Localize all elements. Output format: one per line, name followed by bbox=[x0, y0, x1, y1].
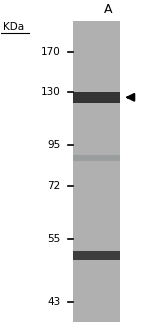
Bar bbox=[73, 20, 120, 322]
Text: 55: 55 bbox=[48, 234, 61, 244]
Text: 43: 43 bbox=[48, 297, 61, 307]
Bar bbox=[73, 155, 120, 161]
Text: KDa: KDa bbox=[3, 22, 24, 32]
Text: 170: 170 bbox=[41, 47, 61, 57]
Bar bbox=[73, 251, 120, 260]
Bar bbox=[73, 92, 120, 103]
Text: 130: 130 bbox=[41, 87, 61, 97]
Text: 72: 72 bbox=[48, 181, 61, 191]
Text: 95: 95 bbox=[48, 140, 61, 150]
Text: A: A bbox=[104, 3, 113, 15]
